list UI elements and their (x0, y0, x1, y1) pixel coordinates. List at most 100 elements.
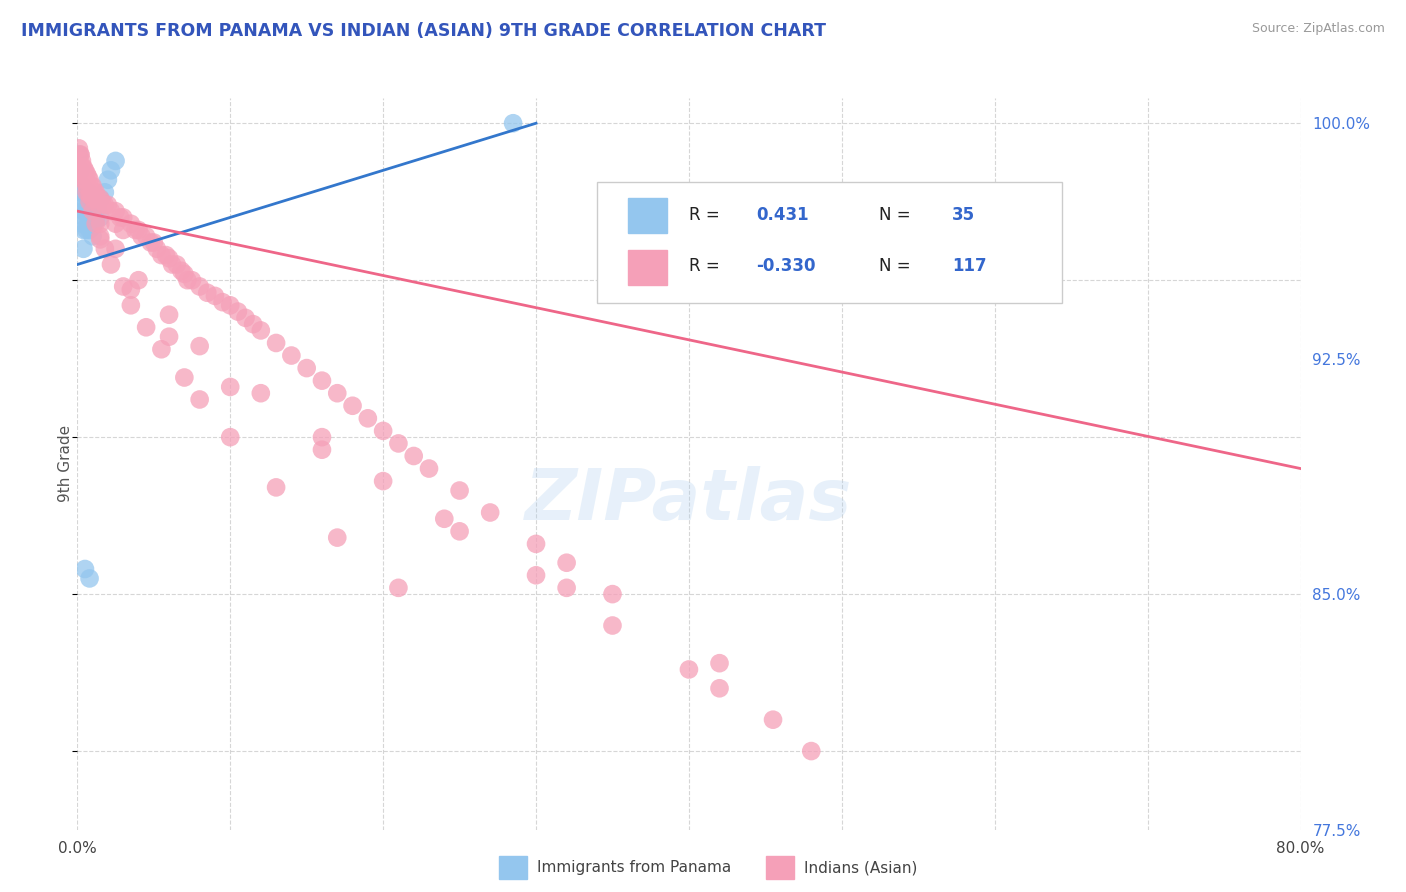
Point (67, 147, 90, 161)
Point (166, 258, 188, 272)
Point (79, 173, 101, 187)
Point (160, 258, 183, 272)
Point (311, 374, 333, 388)
Y-axis label: 9th Grade: 9th Grade (58, 425, 73, 502)
Point (226, 304, 249, 318)
Point (135, 229, 157, 244)
Point (72, 242, 94, 256)
Point (602, 587, 624, 601)
Point (120, 298, 142, 312)
Text: N =: N = (879, 206, 915, 224)
Point (72, 204, 94, 219)
Point (264, 480, 287, 494)
Point (79, 188, 101, 202)
Point (77, 169, 100, 184)
Point (69, 147, 91, 161)
Point (242, 317, 264, 331)
Point (73, 163, 96, 178)
Point (80, 179, 103, 194)
Point (70, 179, 93, 194)
Point (82, 219, 104, 234)
Point (104, 242, 127, 256)
Point (211, 295, 233, 310)
Point (76, 204, 98, 219)
Point (77, 217, 100, 231)
Text: Immigrants from Panama: Immigrants from Panama (537, 861, 731, 875)
Point (76, 186, 98, 200)
Point (82, 229, 104, 244)
Text: R =: R = (689, 258, 725, 276)
Point (150, 248, 173, 262)
Point (678, 663, 700, 677)
Point (89, 192, 111, 206)
Point (709, 681, 731, 696)
Text: 117: 117 (952, 258, 987, 276)
Point (70, 217, 93, 231)
Point (188, 392, 211, 407)
Point (77, 194, 100, 209)
Point (280, 349, 302, 363)
Point (82, 179, 104, 194)
Point (157, 251, 180, 265)
Point (295, 361, 318, 376)
Point (84, 186, 107, 200)
Text: IMMIGRANTS FROM PANAMA VS INDIAN (ASIAN) 9TH GRADE CORRELATION CHART: IMMIGRANTS FROM PANAMA VS INDIAN (ASIAN)… (21, 22, 827, 40)
Text: 0.431: 0.431 (756, 206, 808, 224)
Point (94, 242, 117, 256)
Point (104, 204, 127, 219)
Point (250, 386, 273, 401)
Point (142, 235, 165, 250)
Text: Source: ZipAtlas.com: Source: ZipAtlas.com (1251, 22, 1385, 36)
Point (90, 194, 112, 209)
Point (204, 289, 226, 303)
Text: -0.330: -0.330 (756, 258, 815, 276)
Point (524, 568, 547, 582)
Point (311, 442, 333, 457)
Point (235, 310, 257, 325)
Point (84, 194, 107, 209)
Point (135, 320, 157, 334)
Point (128, 223, 150, 237)
Text: ZIPatlas: ZIPatlas (526, 466, 852, 535)
Point (82, 192, 104, 206)
Point (357, 411, 380, 425)
Point (219, 298, 242, 312)
Point (70, 153, 93, 168)
Point (70, 166, 93, 180)
Point (100, 163, 122, 178)
Point (100, 258, 122, 272)
Point (188, 339, 211, 353)
Point (173, 267, 195, 281)
Point (112, 223, 135, 237)
Point (76, 179, 98, 194)
Point (326, 386, 349, 401)
Point (89, 192, 111, 206)
Point (72, 223, 94, 237)
Point (80, 194, 103, 209)
Point (72, 160, 94, 174)
Point (188, 279, 211, 293)
Text: R =: R = (689, 206, 725, 224)
Point (371, 474, 394, 488)
Point (150, 343, 173, 357)
Point (97, 198, 120, 212)
Text: N =: N = (879, 258, 915, 276)
Point (79, 223, 101, 237)
Point (139, 235, 162, 250)
Point (82, 204, 104, 219)
Point (502, 116, 524, 130)
Point (449, 483, 471, 498)
Point (79, 186, 101, 200)
Bar (628, 250, 666, 285)
Point (100, 204, 122, 219)
Point (342, 399, 364, 413)
Point (83, 186, 105, 200)
Point (387, 436, 409, 450)
Point (86, 201, 108, 215)
Point (195, 285, 218, 300)
Point (73, 194, 96, 209)
Point (264, 336, 287, 351)
Point (73, 211, 96, 225)
Point (173, 370, 195, 384)
Point (76, 223, 98, 237)
